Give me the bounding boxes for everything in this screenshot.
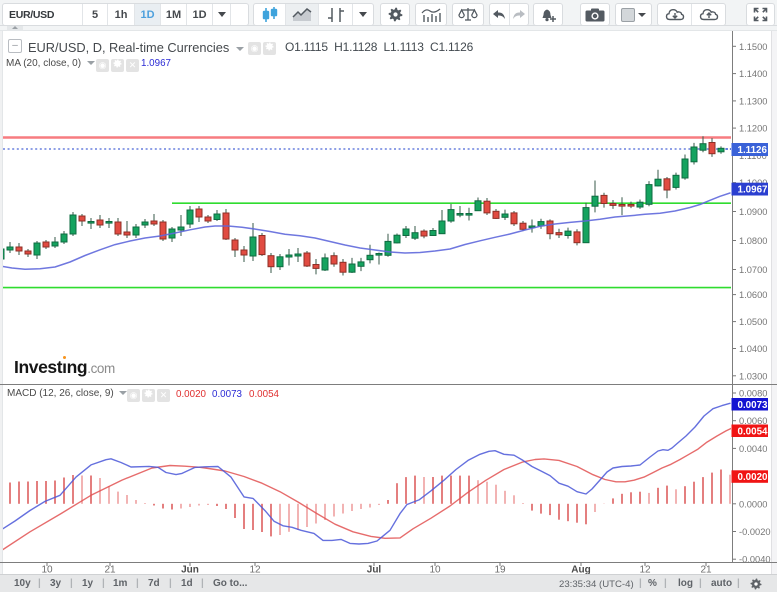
svg-text:Jun: Jun xyxy=(181,565,199,576)
svg-text:10: 10 xyxy=(41,565,53,576)
svg-text:0.0020: 0.0020 xyxy=(738,472,769,483)
svg-text:1.0967: 1.0967 xyxy=(738,185,769,196)
svg-text:0.0080: 0.0080 xyxy=(739,389,767,399)
svg-text:1.1400: 1.1400 xyxy=(739,69,767,79)
svg-text:10: 10 xyxy=(429,565,441,576)
svg-text:21: 21 xyxy=(700,565,712,576)
svg-text:1.1500: 1.1500 xyxy=(739,42,767,52)
svg-text:Aug: Aug xyxy=(571,565,590,576)
svg-text:0.0054: 0.0054 xyxy=(738,426,769,437)
svg-text:0.0073: 0.0073 xyxy=(738,400,769,411)
svg-text:0.0000: 0.0000 xyxy=(739,499,767,509)
svg-text:Jul: Jul xyxy=(367,565,382,576)
svg-text:1.1200: 1.1200 xyxy=(739,124,767,134)
svg-text:19: 19 xyxy=(494,565,506,576)
svg-text:1.0300: 1.0300 xyxy=(739,371,767,381)
svg-text:1.0900: 1.0900 xyxy=(739,207,767,217)
svg-text:1.1126: 1.1126 xyxy=(738,145,768,156)
svg-text:1.0700: 1.0700 xyxy=(739,265,767,275)
svg-text:1.0600: 1.0600 xyxy=(739,290,767,300)
svg-text:1.0500: 1.0500 xyxy=(739,317,767,327)
svg-text:1.0400: 1.0400 xyxy=(739,344,767,354)
svg-text:1.0800: 1.0800 xyxy=(739,236,767,246)
svg-text:12: 12 xyxy=(639,565,651,576)
svg-text:21: 21 xyxy=(104,565,116,576)
svg-text:12: 12 xyxy=(249,565,261,576)
svg-text:0.0040: 0.0040 xyxy=(739,444,767,454)
svg-text:0.0060: 0.0060 xyxy=(739,416,767,426)
svg-text:-0.0020: -0.0020 xyxy=(739,527,771,537)
svg-text:1.1300: 1.1300 xyxy=(739,96,767,106)
svg-text:-0.0040: -0.0040 xyxy=(739,555,771,565)
